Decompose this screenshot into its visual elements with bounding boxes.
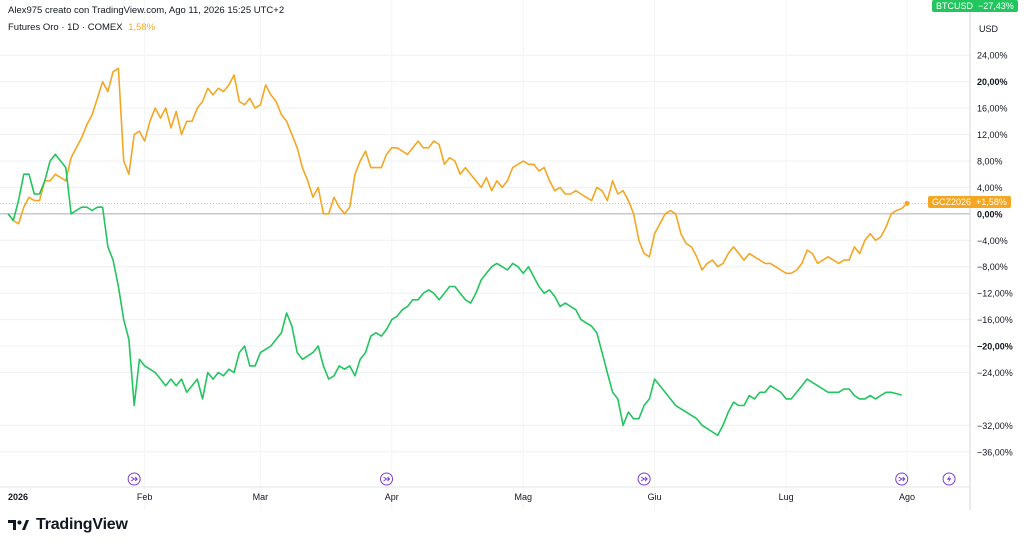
symbol-change: 1,58%: [128, 22, 156, 33]
event-markers[interactable]: [127, 472, 956, 486]
grid-lines: [0, 54, 970, 453]
btc-series-name: BTCUSD: [936, 1, 974, 11]
x-tick-label: Ago: [899, 492, 915, 502]
y-tick-label: −24,00%: [977, 368, 1013, 378]
y-axis-tick-labels: 24,00% 20,00% 16,00% 12,00% 8,00% 4,00% 0,00% −…: [977, 51, 1013, 458]
x-tick-label: Giu: [648, 492, 662, 502]
gold-series-name: GCZ2026: [932, 197, 972, 208]
gold-series-value: +1,58%: [976, 197, 1007, 208]
y-tick-label: 4,00%: [977, 183, 1003, 193]
y-tick-label: 8,00%: [977, 156, 1003, 166]
y-tick-label: −4,00%: [977, 236, 1008, 246]
btc-series-line: [7, 153, 902, 437]
btc-last-value-tag: BTCUSD −27,43%: [932, 0, 1018, 12]
y-tick-label: −16,00%: [977, 315, 1013, 325]
chart-attribution: Alex975 creato con TradingView.com, Ago …: [8, 5, 285, 16]
y-tick-label: 16,00%: [977, 104, 1008, 114]
tradingview-logo[interactable]: TradingView: [8, 516, 128, 534]
x-tick-label: Apr: [385, 492, 399, 502]
btc-series-value: −27,43%: [978, 1, 1014, 11]
x-tick-label: Mag: [514, 492, 532, 502]
symbol-name: Futures Oro · 1D · COMEX: [8, 22, 123, 33]
gold-last-point: [904, 200, 910, 206]
split-arrow-icon[interactable]: [895, 472, 909, 486]
x-tick-label: Lug: [779, 492, 794, 502]
y-tick-label: −36,00%: [977, 447, 1013, 457]
tradingview-logo-text: TradingView: [36, 516, 128, 533]
tradingview-logo-icon: [8, 520, 29, 530]
gold-series-line: [7, 67, 908, 275]
symbol-info: Futures Oro · 1D · COMEX 1,58%: [8, 22, 155, 33]
x-tick-label: Mar: [253, 492, 269, 502]
x-tick-label: Feb: [137, 492, 153, 502]
x-tick-label: 2026: [8, 492, 28, 502]
y-tick-label: −20,00%: [977, 342, 1013, 352]
y-tick-label: −12,00%: [977, 289, 1013, 299]
split-arrow-icon[interactable]: [127, 472, 141, 486]
time-grid-lines: [144, 0, 908, 510]
series-lines: [7, 67, 910, 437]
split-arrow-icon[interactable]: [380, 472, 394, 486]
lightning-icon[interactable]: [942, 472, 956, 486]
y-tick-label: −8,00%: [977, 262, 1008, 272]
y-tick-label: −32,00%: [977, 421, 1013, 431]
y-tick-label: 20,00%: [977, 77, 1008, 87]
currency-label: USD: [979, 24, 999, 34]
y-tick-label: 0,00%: [977, 209, 1003, 219]
x-axis-tick-labels: 2026 Feb Mar Apr Mag Giu Lug Ago: [8, 492, 915, 502]
y-tick-label: 24,00%: [977, 51, 1008, 61]
gold-last-value-tag: GCZ2026 +1,58%: [928, 196, 1011, 209]
split-arrow-icon[interactable]: [637, 472, 651, 486]
y-tick-label: 12,00%: [977, 130, 1008, 140]
